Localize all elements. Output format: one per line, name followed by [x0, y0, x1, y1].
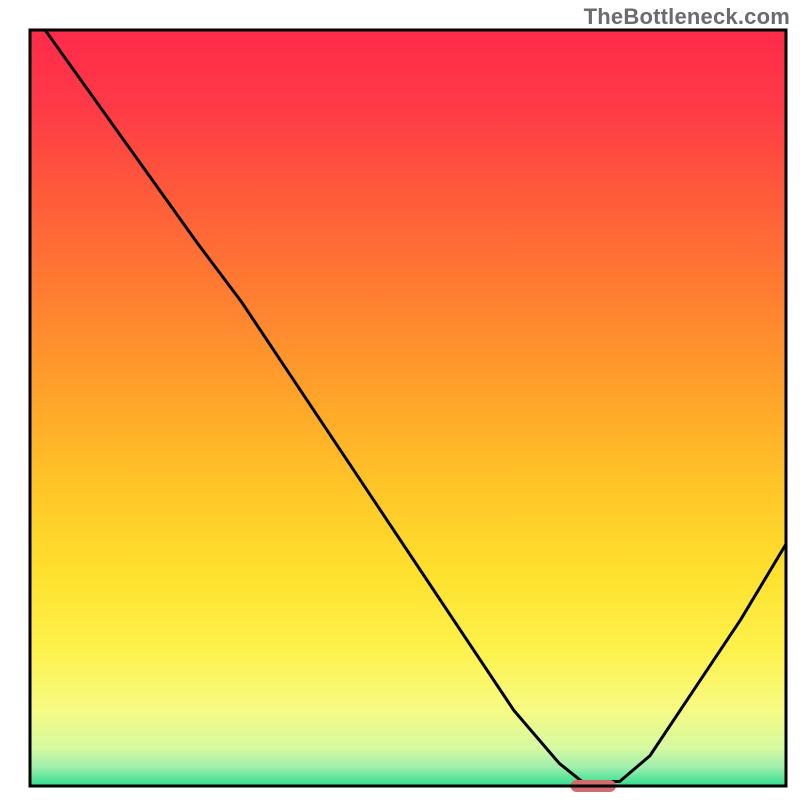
watermark-text: TheBottleneck.com: [584, 4, 790, 30]
chart-container: TheBottleneck.com: [0, 0, 800, 800]
plot-background: [30, 30, 786, 786]
bottleneck-chart: [0, 0, 800, 800]
